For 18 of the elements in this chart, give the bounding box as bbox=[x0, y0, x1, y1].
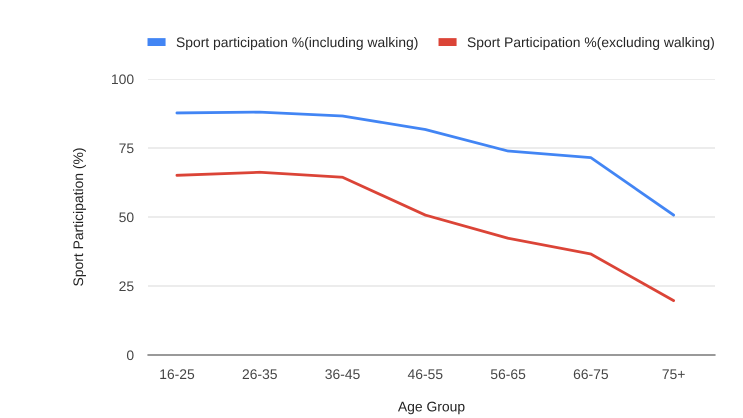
x-tick-label: 75+ bbox=[662, 369, 685, 380]
y-axis-title: Sport Participation (%) bbox=[72, 148, 86, 286]
x-tick-label: 66-75 bbox=[574, 369, 608, 380]
x-tick-label: 26-35 bbox=[242, 369, 277, 380]
line-series bbox=[176, 110, 676, 216]
y-tick-label: 100 bbox=[112, 74, 134, 84]
legend-label: Sport participation %(including walking) bbox=[176, 36, 418, 50]
line-series bbox=[176, 170, 676, 302]
y-tick-label: 25 bbox=[119, 281, 134, 292]
x-tick-label: 56-65 bbox=[490, 369, 526, 380]
legend-label: Sport Participation %(excluding walking) bbox=[468, 36, 714, 50]
x-tick-label: 16-25 bbox=[160, 369, 194, 380]
x-axis-title: Age Group bbox=[398, 402, 465, 414]
y-tick-label: 0 bbox=[126, 350, 134, 360]
y-tick-label: 75 bbox=[119, 143, 134, 154]
y-tick-label: 50 bbox=[119, 212, 134, 222]
x-tick-label: 46-55 bbox=[408, 369, 442, 380]
x-tick-label: 36-45 bbox=[325, 369, 360, 380]
